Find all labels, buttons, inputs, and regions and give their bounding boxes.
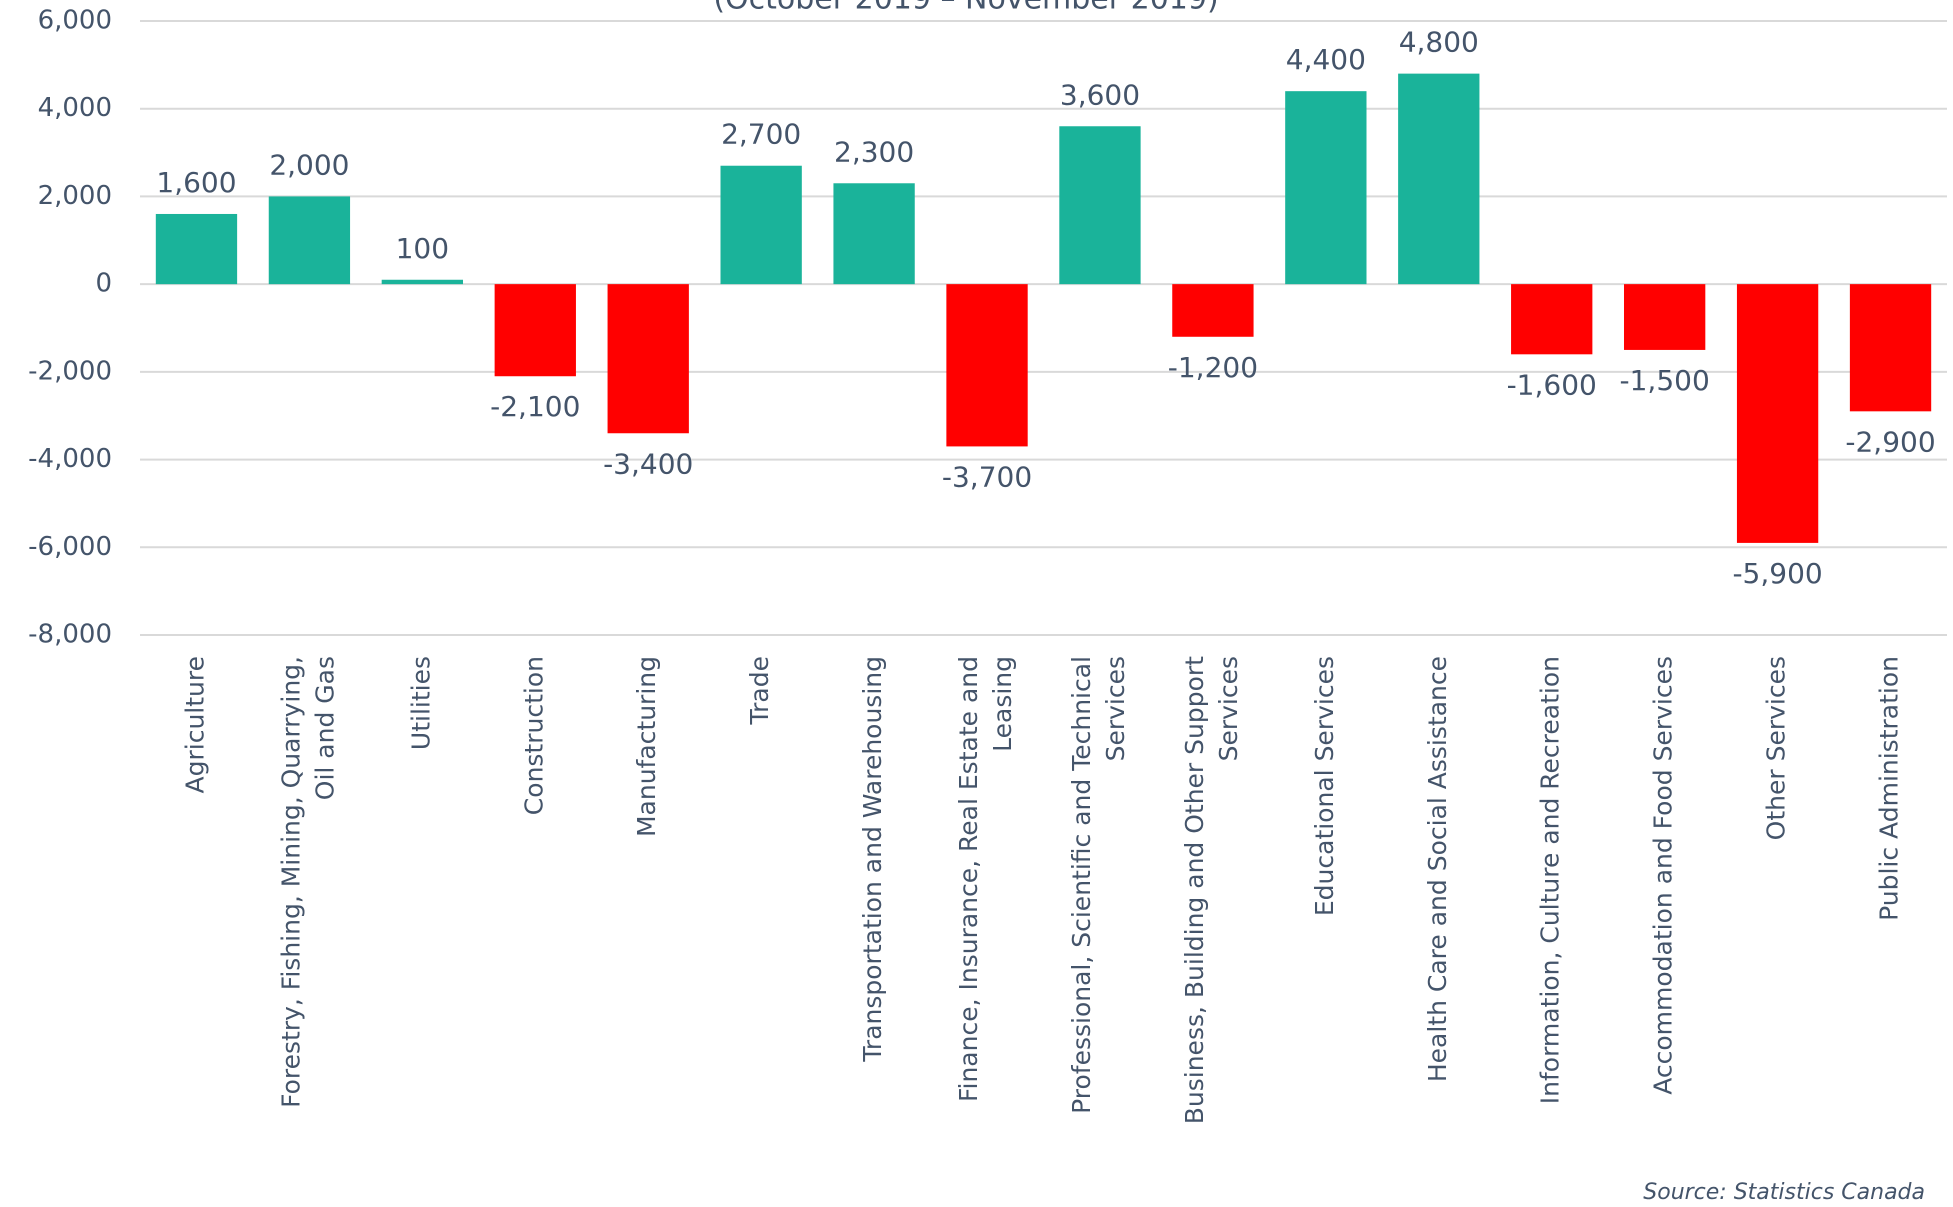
value-label: -1,200 — [1168, 351, 1258, 384]
x-tick-label: Other Services — [1762, 656, 1791, 840]
value-label: -2,100 — [490, 390, 580, 423]
bar — [1172, 284, 1254, 337]
bar — [720, 165, 802, 285]
x-tick-label: Forestry, Fishing, Mining, Quarrying, Oil… — [276, 656, 339, 1108]
value-label: -3,700 — [942, 460, 1032, 493]
bar — [607, 284, 689, 434]
bar — [155, 213, 238, 285]
x-tick-label: Professional, Scientific and Technical Se… — [1067, 656, 1130, 1114]
x-tick-label: Trade — [745, 656, 774, 725]
bar — [1398, 73, 1480, 285]
bar — [1059, 126, 1141, 285]
y-tick-label: -8,000 — [28, 620, 112, 650]
x-tick-label: Business, Building and Other Support Serv… — [1180, 656, 1243, 1124]
value-label: 4,400 — [1286, 43, 1366, 76]
value-label: 4,800 — [1399, 26, 1479, 59]
value-label: 2,300 — [834, 135, 914, 168]
y-tick-label: 4,000 — [38, 93, 112, 123]
x-tick-label: Health Care and Social Assistance — [1423, 656, 1452, 1082]
y-tick-label: -4,000 — [28, 444, 112, 474]
value-label: -3,400 — [603, 447, 693, 480]
value-label: 2,000 — [269, 148, 349, 181]
y-tick-label: -2,000 — [28, 356, 112, 386]
y-tick-label: -6,000 — [28, 532, 112, 562]
x-tick-label: Transportation and Warehousing — [858, 656, 887, 1063]
bar — [268, 196, 351, 285]
value-label: 1,600 — [156, 166, 236, 199]
x-tick-label: Information, Culture and Recreation — [1536, 656, 1565, 1104]
y-tick-label: 2,000 — [38, 181, 112, 211]
value-label: 2,700 — [721, 118, 801, 151]
x-tick-label: Public Administration — [1875, 656, 1904, 921]
x-tick-label: Construction — [519, 656, 548, 815]
chart-subtitle: (October 2019 – November 2019) — [713, 0, 1218, 17]
x-tick-label: Manufacturing — [632, 656, 661, 837]
x-tick-label: Educational Services — [1310, 656, 1339, 916]
x-tick-label: Accommodation and Food Services — [1649, 656, 1678, 1095]
bar — [1511, 284, 1593, 355]
value-label: 100 — [396, 232, 449, 265]
value-label: 3,600 — [1060, 78, 1140, 111]
bar — [381, 279, 464, 285]
bar — [833, 183, 915, 285]
bar — [1849, 284, 1932, 412]
value-label: -5,900 — [1732, 557, 1822, 590]
x-tick-label: Utilities — [406, 656, 435, 750]
value-label: -1,600 — [1507, 368, 1597, 401]
x-tick-label: Agriculture — [180, 656, 209, 794]
x-tick-label: Finance, Insurance, Real Estate and Leasi… — [954, 656, 1017, 1102]
y-tick-label: 0 — [95, 269, 112, 299]
y-tick-label: 6,000 — [38, 6, 112, 36]
bar — [1736, 284, 1819, 543]
source-note: Source: Statistics Canada — [1643, 1180, 1925, 1205]
value-label: -2,900 — [1845, 425, 1935, 458]
bar — [494, 284, 576, 377]
bar — [946, 284, 1028, 447]
value-label: -1,500 — [1620, 364, 1710, 397]
bar — [1623, 284, 1706, 350]
bar — [1285, 91, 1367, 285]
